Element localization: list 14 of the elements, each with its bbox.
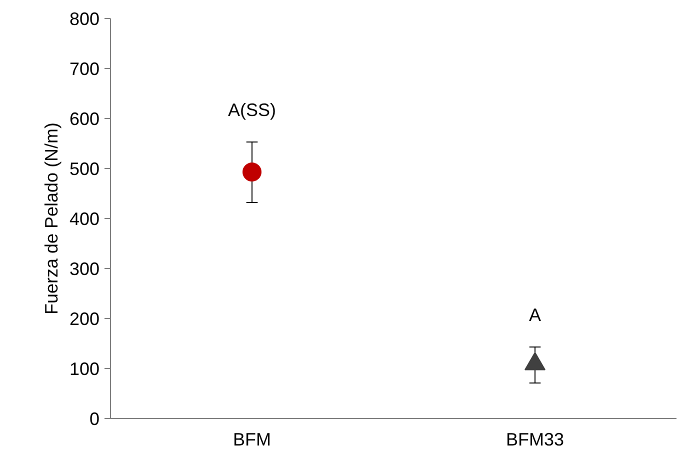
annotation: A(SS): [228, 100, 276, 120]
x-tick-label: BFM33: [506, 430, 564, 450]
y-tick-label: 700: [69, 59, 100, 79]
y-tick-label: 500: [69, 159, 100, 179]
y-tick-label: 100: [69, 359, 100, 379]
y-tick-label: 200: [69, 309, 100, 329]
y-axis-title: Fuerza de Pelado (N/m): [41, 122, 62, 315]
y-tick-label: 300: [69, 259, 100, 279]
y-tick-label: 800: [69, 9, 100, 29]
y-tick-label: 600: [69, 109, 100, 129]
annotation: A: [528, 305, 542, 325]
y-tick-label: 400: [69, 209, 100, 229]
x-tick-label: BFM: [233, 430, 271, 450]
y-tick-label: 0: [89, 409, 100, 429]
